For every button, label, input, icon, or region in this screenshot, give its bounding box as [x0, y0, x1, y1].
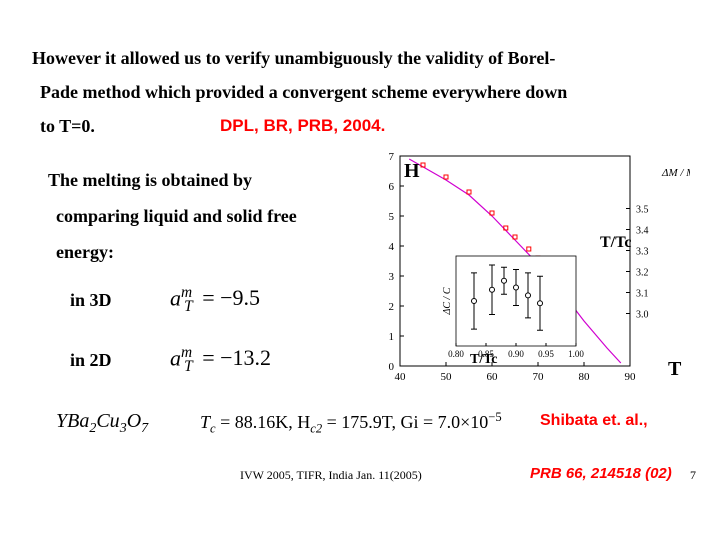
- eq-3d-sub: T: [184, 298, 193, 315]
- label-2d: in 2D: [70, 350, 112, 371]
- svg-text:3.5: 3.5: [636, 205, 649, 216]
- melt-line-2: comparing liquid and solid free: [56, 206, 297, 227]
- compound-o: O: [127, 410, 141, 432]
- eq-2d-sub: T: [184, 358, 193, 375]
- para-line-1: However it allowed us to verify unambigu…: [32, 48, 555, 69]
- svg-text:7: 7: [389, 151, 395, 163]
- svg-text:6: 6: [389, 181, 395, 193]
- svg-text:2: 2: [389, 301, 395, 313]
- svg-text:ΔC / C: ΔC / C: [442, 287, 453, 315]
- svg-text:60: 60: [487, 371, 499, 383]
- svg-text:3.1: 3.1: [636, 289, 649, 300]
- svg-text:0.95: 0.95: [538, 349, 554, 359]
- hc2-sub: c2: [310, 422, 322, 436]
- melt-line-1: The melting is obtained by: [48, 170, 252, 191]
- eq-3d: amT = −9.5: [170, 284, 260, 316]
- svg-text:1: 1: [389, 331, 395, 343]
- tc-T: T: [200, 412, 210, 432]
- compound-cu: Cu: [96, 410, 119, 432]
- compound-7: 7: [141, 421, 148, 436]
- inset-x-label: T/Tc: [470, 352, 498, 368]
- svg-text:0.90: 0.90: [508, 349, 524, 359]
- eq-2d-a: a: [170, 345, 181, 370]
- svg-text:3.3: 3.3: [636, 247, 649, 258]
- axis-label-TTc-sub: T/Tc: [600, 234, 631, 252]
- svg-text:50: 50: [441, 371, 453, 383]
- svg-text:40: 40: [395, 371, 407, 383]
- svg-text:1.00: 1.00: [568, 349, 584, 359]
- page-number: 7: [690, 468, 696, 483]
- svg-text:0: 0: [389, 361, 395, 373]
- ref-prb: PRB 66, 214518 (02): [530, 465, 672, 482]
- reference-dpl: DPL, BR, PRB, 2004.: [220, 116, 385, 136]
- svg-text:3.4: 3.4: [636, 226, 649, 237]
- axis-label-T: T: [668, 358, 681, 381]
- svg-text:0.80: 0.80: [448, 349, 464, 359]
- svg-text:3.0: 3.0: [636, 310, 649, 321]
- hc2-val: = 175.9T, Gi = 7.0×10: [322, 412, 488, 432]
- svg-text:70: 70: [533, 371, 545, 383]
- melt-line-3: energy:: [56, 242, 114, 263]
- eq-2d: amT = −13.2: [170, 344, 271, 376]
- compound-3: 3: [120, 421, 127, 436]
- svg-text:3.2: 3.2: [636, 268, 649, 279]
- eq-2d-rhs: = −13.2: [202, 345, 271, 370]
- svg-text:3: 3: [389, 271, 395, 283]
- eq-3d-rhs: = −9.5: [202, 285, 260, 310]
- axis-label-H: H: [404, 160, 420, 183]
- svg-text:5: 5: [389, 211, 395, 223]
- phase-diagram-chart: 40 50 60 70 80 90 0 1 2 3 4 5 6 7 3.0 3.1 3.2 3.3 3.4 3.5 ΔM…: [360, 146, 690, 396]
- para-line-3: to T=0.: [40, 116, 95, 137]
- gi-exp: −5: [488, 410, 501, 424]
- svg-text:90: 90: [625, 371, 637, 383]
- footer-text: IVW 2005, TIFR, India Jan. 11(2005): [240, 468, 422, 483]
- label-3d: in 3D: [70, 290, 112, 311]
- svg-text:4: 4: [389, 241, 395, 253]
- compound-yba: YBa: [56, 410, 89, 432]
- para-line-2: Pade method which provided a convergent …: [40, 82, 567, 103]
- compound-formula: YBa2Cu3O7: [56, 410, 148, 437]
- tc-val: = 88.16K, H: [216, 412, 311, 432]
- ref-shibata: Shibata et. al.,: [540, 412, 648, 430]
- svg-text:80: 80: [579, 371, 591, 383]
- tc-line: Tc = 88.16K, Hc2 = 175.9T, Gi = 7.0×10−5: [200, 410, 502, 437]
- eq-3d-a: a: [170, 285, 181, 310]
- svg-text:ΔM / M: ΔM / M: [661, 167, 690, 179]
